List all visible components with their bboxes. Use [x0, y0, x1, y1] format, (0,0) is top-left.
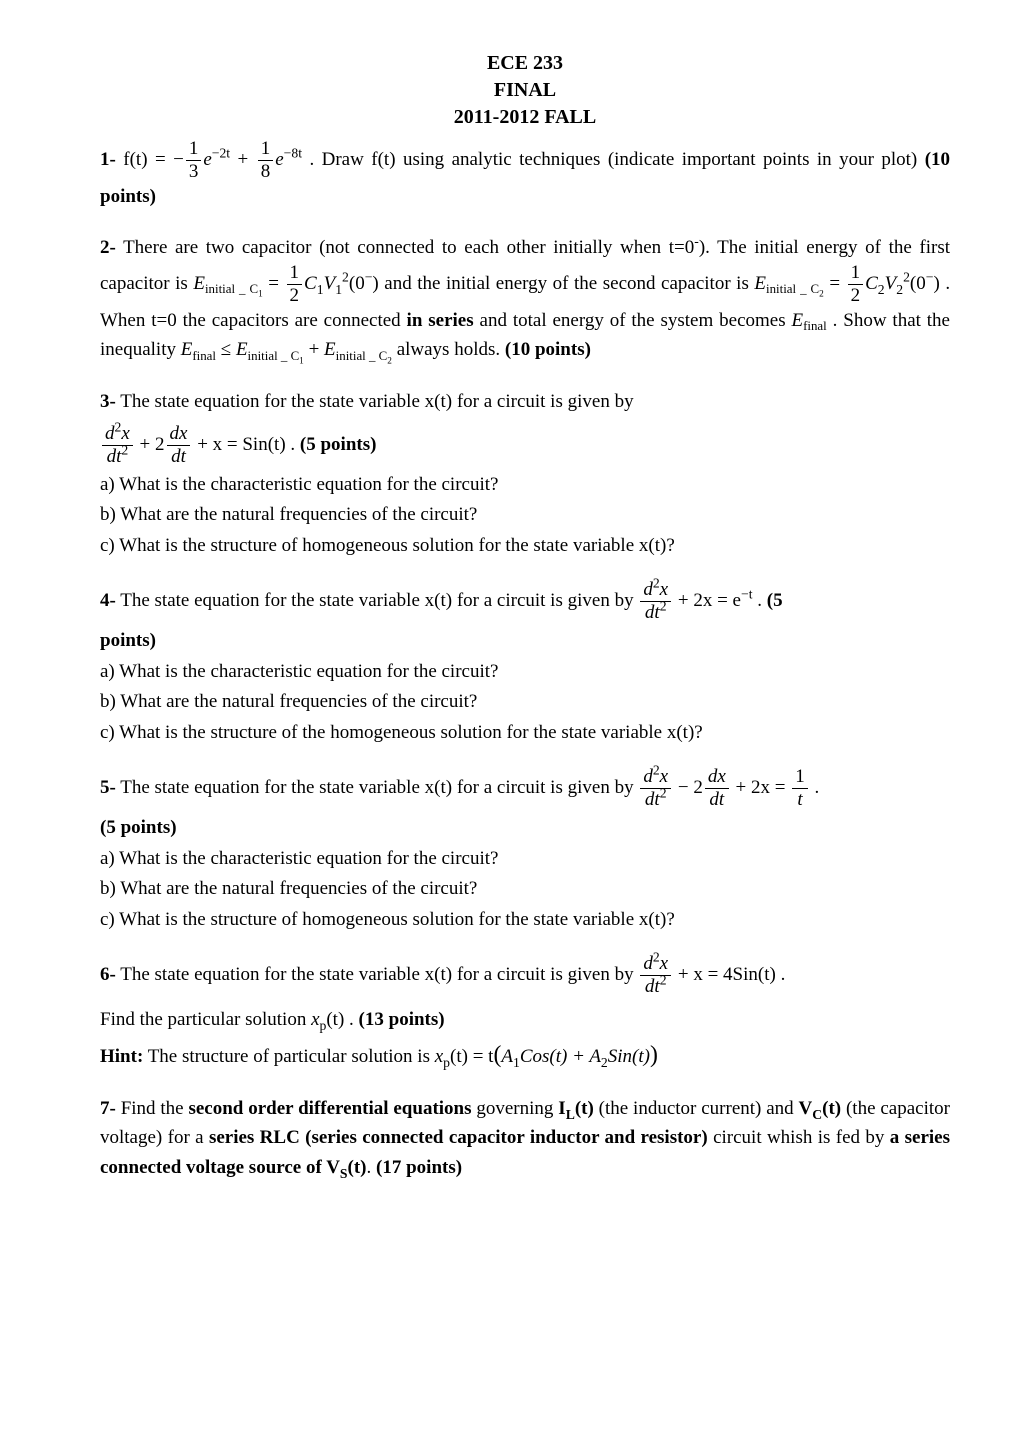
q3-equation-line: d2xdt2 + 2dxdt + x = Sin(t) . (5 points) [100, 424, 950, 467]
q5-c: c) What is the structure of homogeneous … [100, 906, 950, 935]
q4-a: a) What is the characteristic equation f… [100, 658, 950, 687]
question-2: 2- There are two capacitor (not connecte… [100, 233, 950, 364]
q3-c: c) What is the structure of homogeneous … [100, 532, 950, 561]
header-block: ECE 233 FINAL 2011-2012 FALL [100, 50, 950, 131]
q5-a: a) What is the characteristic equation f… [100, 845, 950, 874]
question-1: 1- f(t) = −13e−2t + 18e−8t . Draw f(t) u… [100, 139, 950, 211]
question-7: 7- Find the second order differential eq… [100, 1094, 950, 1182]
title-line-1: ECE 233 [100, 50, 950, 77]
title-line-2: FINAL [100, 77, 950, 104]
q2-E2: Einitial _ C2 = 12C2V22(0−) [754, 273, 945, 294]
q5-points: (5 points) [100, 814, 950, 843]
q6-hint: Hint: The structure of particular soluti… [100, 1042, 950, 1071]
q1-exp1: e−2t [203, 149, 230, 170]
q5-b: b) What are the natural frequencies of t… [100, 875, 950, 904]
q1-label: 1- [100, 149, 116, 170]
question-5: 5- The state equation for the state vari… [100, 767, 950, 810]
q1-frac2-den: 8 [258, 161, 274, 182]
q6-line2: Find the particular solution xp(t) . (13… [100, 1005, 950, 1034]
q1-frac1-num: 1 [186, 139, 202, 161]
q4-c: c) What is the structure of the homogene… [100, 719, 950, 748]
q2-inequality: Efinal ≤ Einitial _ C1 + Einitial _ C2 [181, 339, 397, 360]
question-3: 3- The state equation for the state vari… [100, 387, 950, 416]
q2-E1: Einitial _ C1 = 12C1V12(0−) [193, 273, 384, 294]
q1-lhs: f(t) = [123, 149, 173, 170]
q4-b: b) What are the natural frequencies of t… [100, 688, 950, 717]
q4-points-line: points) [100, 627, 950, 656]
q1-text: . Draw f(t) using analytic techniques (i… [309, 149, 924, 170]
q3-a: a) What is the characteristic equation f… [100, 471, 950, 500]
q1-frac2-num: 1 [258, 139, 274, 161]
q1-equation: f(t) = −13e−2t + 18e−8t [123, 149, 309, 170]
q3-b: b) What are the natural frequencies of t… [100, 501, 950, 530]
q1-frac1-den: 3 [186, 161, 202, 182]
title-line-3: 2011-2012 FALL [100, 104, 950, 131]
q2-label: 2- [100, 237, 116, 258]
question-4: 4- The state equation for the state vari… [100, 580, 950, 623]
question-6: 6- The state equation for the state vari… [100, 954, 950, 997]
q1-exp2: e−8t [275, 149, 302, 170]
